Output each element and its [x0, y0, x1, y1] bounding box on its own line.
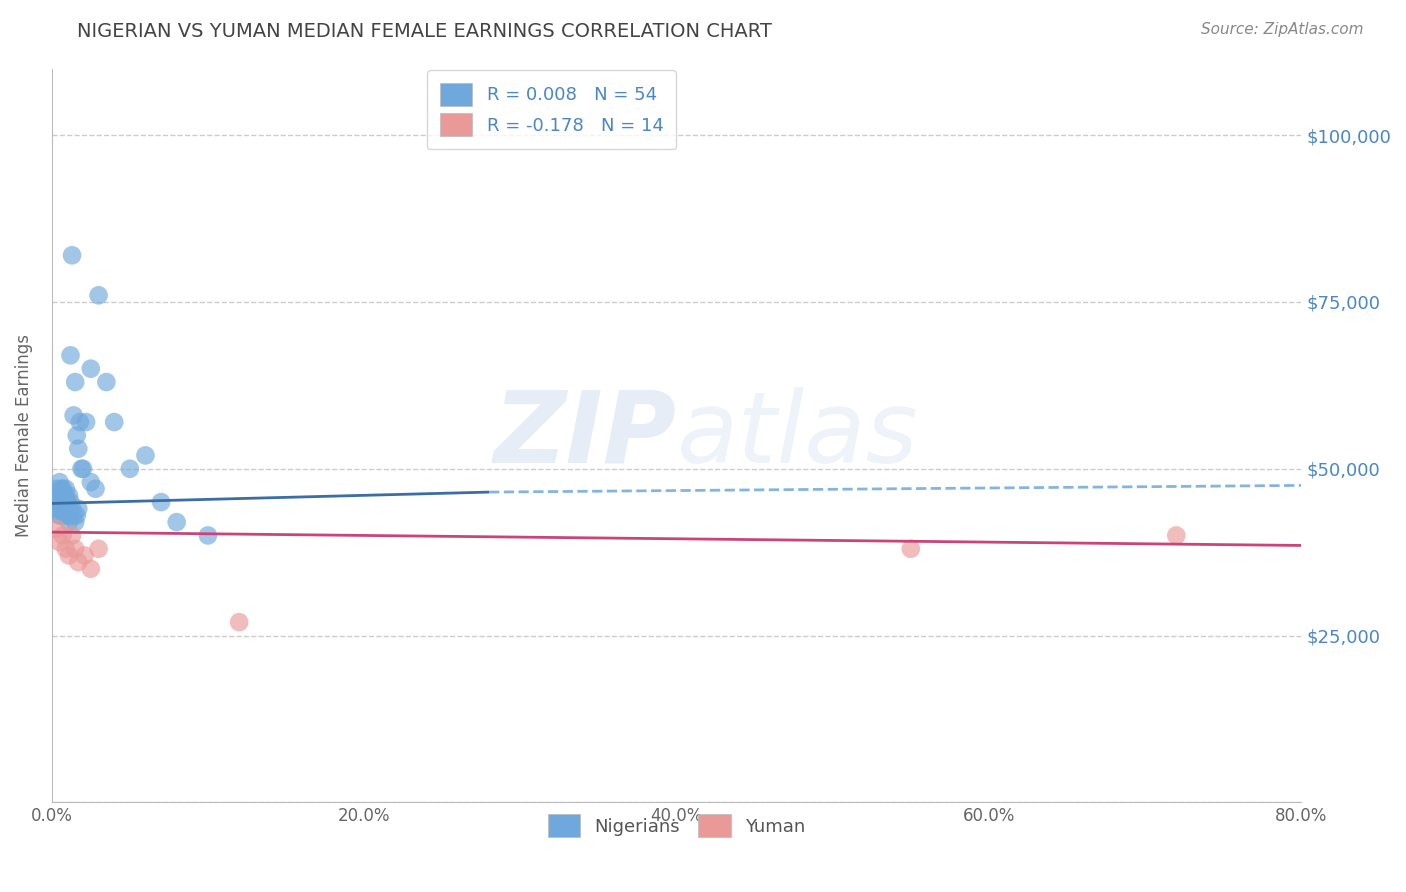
Point [80, 562, 103, 576]
Point [103, 415, 125, 429]
Point [56, 495, 79, 509]
Point [96, 375, 118, 389]
Point [118, 462, 141, 476]
Point [58, 515, 80, 529]
Point [55, 482, 77, 496]
Point [48, 475, 70, 489]
Point [58, 549, 80, 563]
Point [48, 535, 70, 549]
Point [46, 488, 69, 502]
Point [62, 409, 84, 423]
Point [134, 449, 156, 463]
Point [58, 508, 80, 523]
Point [80, 475, 103, 489]
Point [87, 288, 110, 302]
Legend: Nigerians, Yuman: Nigerians, Yuman [540, 807, 813, 845]
Point [45, 522, 67, 536]
Point [48, 508, 70, 523]
Point [75, 415, 97, 429]
Point [72, 462, 94, 476]
Point [49, 495, 72, 509]
Point [60, 501, 83, 516]
Text: ZIP: ZIP [494, 387, 676, 483]
Point [58, 488, 80, 502]
Point [87, 541, 110, 556]
Point [66, 428, 89, 442]
Point [60, 528, 83, 542]
Y-axis label: Median Female Earnings: Median Female Earnings [15, 334, 32, 537]
Point [63, 515, 86, 529]
Point [166, 515, 188, 529]
Text: Source: ZipAtlas.com: Source: ZipAtlas.com [1201, 22, 1364, 37]
Point [63, 541, 86, 556]
Point [44, 495, 66, 509]
Point [55, 488, 77, 502]
Point [48, 508, 70, 523]
Point [70, 462, 93, 476]
Point [69, 415, 91, 429]
Point [197, 528, 219, 542]
Point [46, 501, 69, 516]
Point [67, 501, 90, 516]
Point [52, 528, 75, 542]
Point [67, 442, 90, 456]
Point [52, 482, 75, 496]
Point [52, 501, 75, 516]
Point [84, 482, 107, 496]
Point [900, 541, 922, 556]
Point [66, 508, 89, 523]
Text: atlas: atlas [676, 387, 918, 483]
Point [56, 501, 79, 516]
Point [63, 375, 86, 389]
Point [46, 501, 69, 516]
Point [45, 482, 67, 496]
Point [53, 495, 76, 509]
Point [55, 501, 77, 516]
Point [60, 248, 83, 262]
Point [52, 488, 75, 502]
Point [62, 508, 84, 523]
Point [53, 508, 76, 523]
Point [73, 549, 96, 563]
Point [80, 361, 103, 376]
Point [55, 541, 77, 556]
Point [1166, 528, 1188, 542]
Point [150, 495, 173, 509]
Point [228, 615, 250, 629]
Point [49, 482, 72, 496]
Point [56, 508, 79, 523]
Point [67, 555, 90, 569]
Point [53, 495, 76, 509]
Text: NIGERIAN VS YUMAN MEDIAN FEMALE EARNINGS CORRELATION CHART: NIGERIAN VS YUMAN MEDIAN FEMALE EARNINGS… [77, 22, 772, 41]
Point [59, 348, 82, 362]
Point [45, 495, 67, 509]
Point [59, 495, 82, 509]
Point [49, 488, 72, 502]
